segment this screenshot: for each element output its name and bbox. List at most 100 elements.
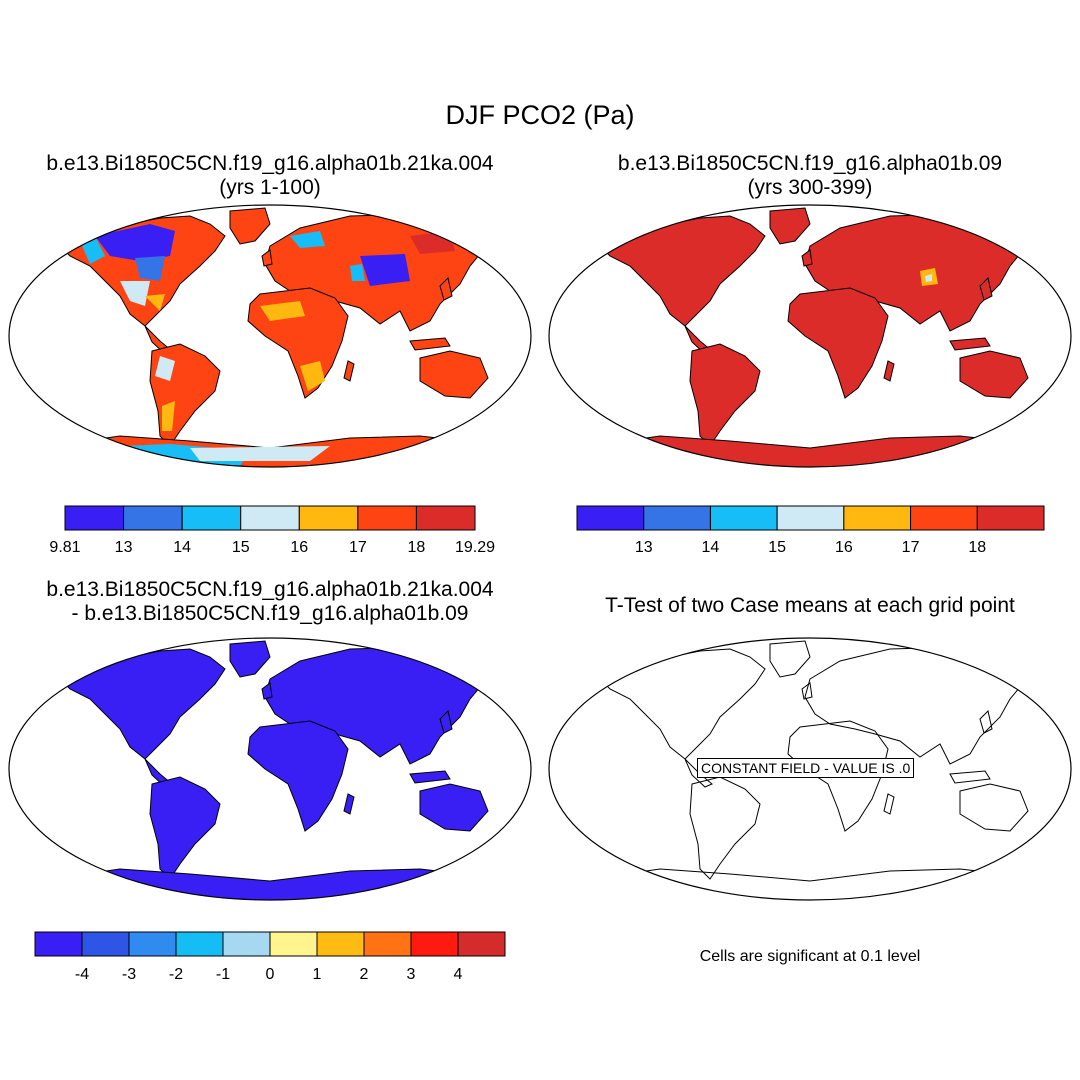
colorbar-1-tick-label: 19.29 — [455, 539, 495, 556]
colorbar-2-swatch — [709, 505, 778, 531]
greenland-landmass — [229, 640, 271, 678]
colorbar-3-swatch — [363, 931, 412, 957]
colorbar-1-tick-label: 14 — [173, 539, 191, 556]
colorbar-3-swatch — [316, 931, 365, 957]
australia-landmass — [419, 350, 489, 399]
japan-landmass — [979, 710, 993, 734]
field-patch-11 — [300, 361, 325, 391]
panel-2-title-line1: b.e13.Bi1850C5CN.f19_g16.alpha01b.09 — [617, 152, 1003, 175]
map-panel-3-border — [8, 637, 532, 901]
colorbar-3-swatch — [457, 931, 506, 957]
field-patch-0 — [95, 224, 175, 261]
map-panel-1 — [39, 207, 501, 467]
colorbar-3-swatch — [222, 931, 271, 957]
colorbar-1-tick-label: 18 — [408, 539, 426, 556]
field-patch-1 — [925, 274, 932, 282]
colorbar-3-tick-label: 1 — [313, 966, 322, 983]
antarctica-landmass — [579, 435, 1041, 467]
colorbar-3-tick-label: 2 — [360, 966, 369, 983]
colorbar-1-swatch — [357, 505, 417, 531]
constant-field-label: CONSTANT FIELD - VALUE IS .0 — [697, 758, 915, 778]
indonesia-landmass — [409, 337, 451, 351]
colorbar-1-swatch — [181, 505, 242, 531]
panel-2-title: b.e13.Bi1850C5CN.f19_g16.alpha01b.09 (yr… — [550, 152, 1070, 200]
panel-4-title-line1: T-Test of two Case means at each grid po… — [605, 594, 1015, 617]
significance-note: Cells are significant at 0.1 level — [699, 948, 921, 965]
field-patch-13 — [190, 446, 330, 461]
uk-landmass — [261, 682, 273, 700]
antarctica-landmass — [579, 868, 1041, 900]
colorbar-1-tick-label: 9.81 — [49, 539, 80, 556]
colorbar-1-swatch — [298, 505, 359, 531]
field-patch-4 — [145, 294, 165, 311]
africa-landmass — [787, 720, 889, 832]
japan-landmass — [439, 277, 453, 301]
map-panel-2-border — [548, 204, 1072, 468]
colorbar-3-tick-label: -2 — [169, 966, 183, 983]
panel-2-title-line2: (yrs 300-399) — [747, 176, 873, 199]
africa-landmass — [787, 287, 889, 399]
map-panel-2 — [579, 207, 1041, 467]
greenland-landmass — [769, 640, 811, 678]
panel-4-title: T-Test of two Case means at each grid po… — [550, 594, 1070, 618]
colorbar-2-tick-label: 16 — [835, 539, 853, 556]
colorbar-3-tick-label: -1 — [216, 966, 230, 983]
panel-3-title-line1: b.e13.Bi1850C5CN.f19_g16.alpha01b.21ka.0… — [46, 578, 494, 601]
madagascar-landmass — [883, 793, 895, 815]
colorbar-1-swatch — [415, 505, 476, 531]
colorbar-2-swatch — [576, 505, 645, 531]
colorbar-3-swatch — [269, 931, 318, 957]
colorbar-1-tick-label: 13 — [115, 539, 133, 556]
uk-landmass — [801, 249, 813, 267]
colorbar-3-tick-label: 0 — [266, 966, 275, 983]
panel-1-title-line2: (yrs 1-100) — [219, 176, 321, 199]
map-panel-3 — [39, 640, 501, 900]
australia-landmass — [959, 350, 1029, 399]
colorbar-2-swatch — [910, 505, 978, 531]
map-panel-1-border — [8, 204, 532, 468]
africa-landmass — [247, 720, 349, 832]
colorbar-3-swatch — [34, 931, 83, 957]
field-patch-6 — [350, 264, 365, 281]
colorbar-2-swatch — [976, 505, 1045, 531]
madagascar-landmass — [343, 360, 355, 382]
north-america-landmass — [594, 648, 766, 760]
field-patch-7 — [290, 231, 325, 248]
colorbar-1-tick-label: 15 — [232, 539, 250, 556]
madagascar-landmass — [883, 360, 895, 382]
greenland-landmass — [769, 207, 811, 245]
colorbar-3-tick-label: 3 — [407, 966, 416, 983]
colorbar-3-swatch — [81, 931, 130, 957]
field-patch-5 — [360, 254, 410, 286]
colorbar-3-tick-label: 4 — [454, 966, 463, 983]
colorbar-3-swatch — [175, 931, 224, 957]
colorbar-1-swatch — [240, 505, 300, 531]
colorbar-2-swatch — [776, 505, 845, 531]
uk-landmass — [801, 682, 813, 700]
colorbar-1-tick-label: 17 — [349, 539, 367, 556]
north-america-landmass — [594, 215, 766, 327]
figure-title: DJF PCO2 (Pa) — [445, 100, 635, 130]
australia-landmass — [419, 783, 489, 832]
colorbar-3-tick-label: -4 — [75, 966, 89, 983]
south-america-landmass — [689, 776, 761, 880]
australia-landmass — [959, 783, 1029, 832]
colorbar-3-tick-label: -3 — [122, 966, 136, 983]
uk-landmass — [261, 249, 273, 267]
indonesia-landmass — [949, 770, 991, 784]
panel-1-title-line1: b.e13.Bi1850C5CN.f19_g16.alpha01b.21ka.0… — [46, 152, 494, 175]
antarctica-landmass — [39, 868, 501, 900]
colorbar-2-tick-label: 17 — [902, 539, 920, 556]
colorbar-1-swatch — [123, 505, 183, 531]
map-panel-4-border — [548, 637, 1072, 901]
panel-1-title: b.e13.Bi1850C5CN.f19_g16.alpha01b.21ka.0… — [10, 152, 530, 200]
north-america-landmass — [54, 648, 226, 760]
indonesia-landmass — [409, 770, 451, 784]
field-patch-9 — [155, 356, 175, 381]
colorbar-2-tick-label: 13 — [635, 539, 653, 556]
greenland-landmass — [229, 207, 271, 245]
colorbar-2-tick-label: 15 — [768, 539, 786, 556]
field-patch-2 — [135, 256, 165, 281]
japan-landmass — [439, 710, 453, 734]
